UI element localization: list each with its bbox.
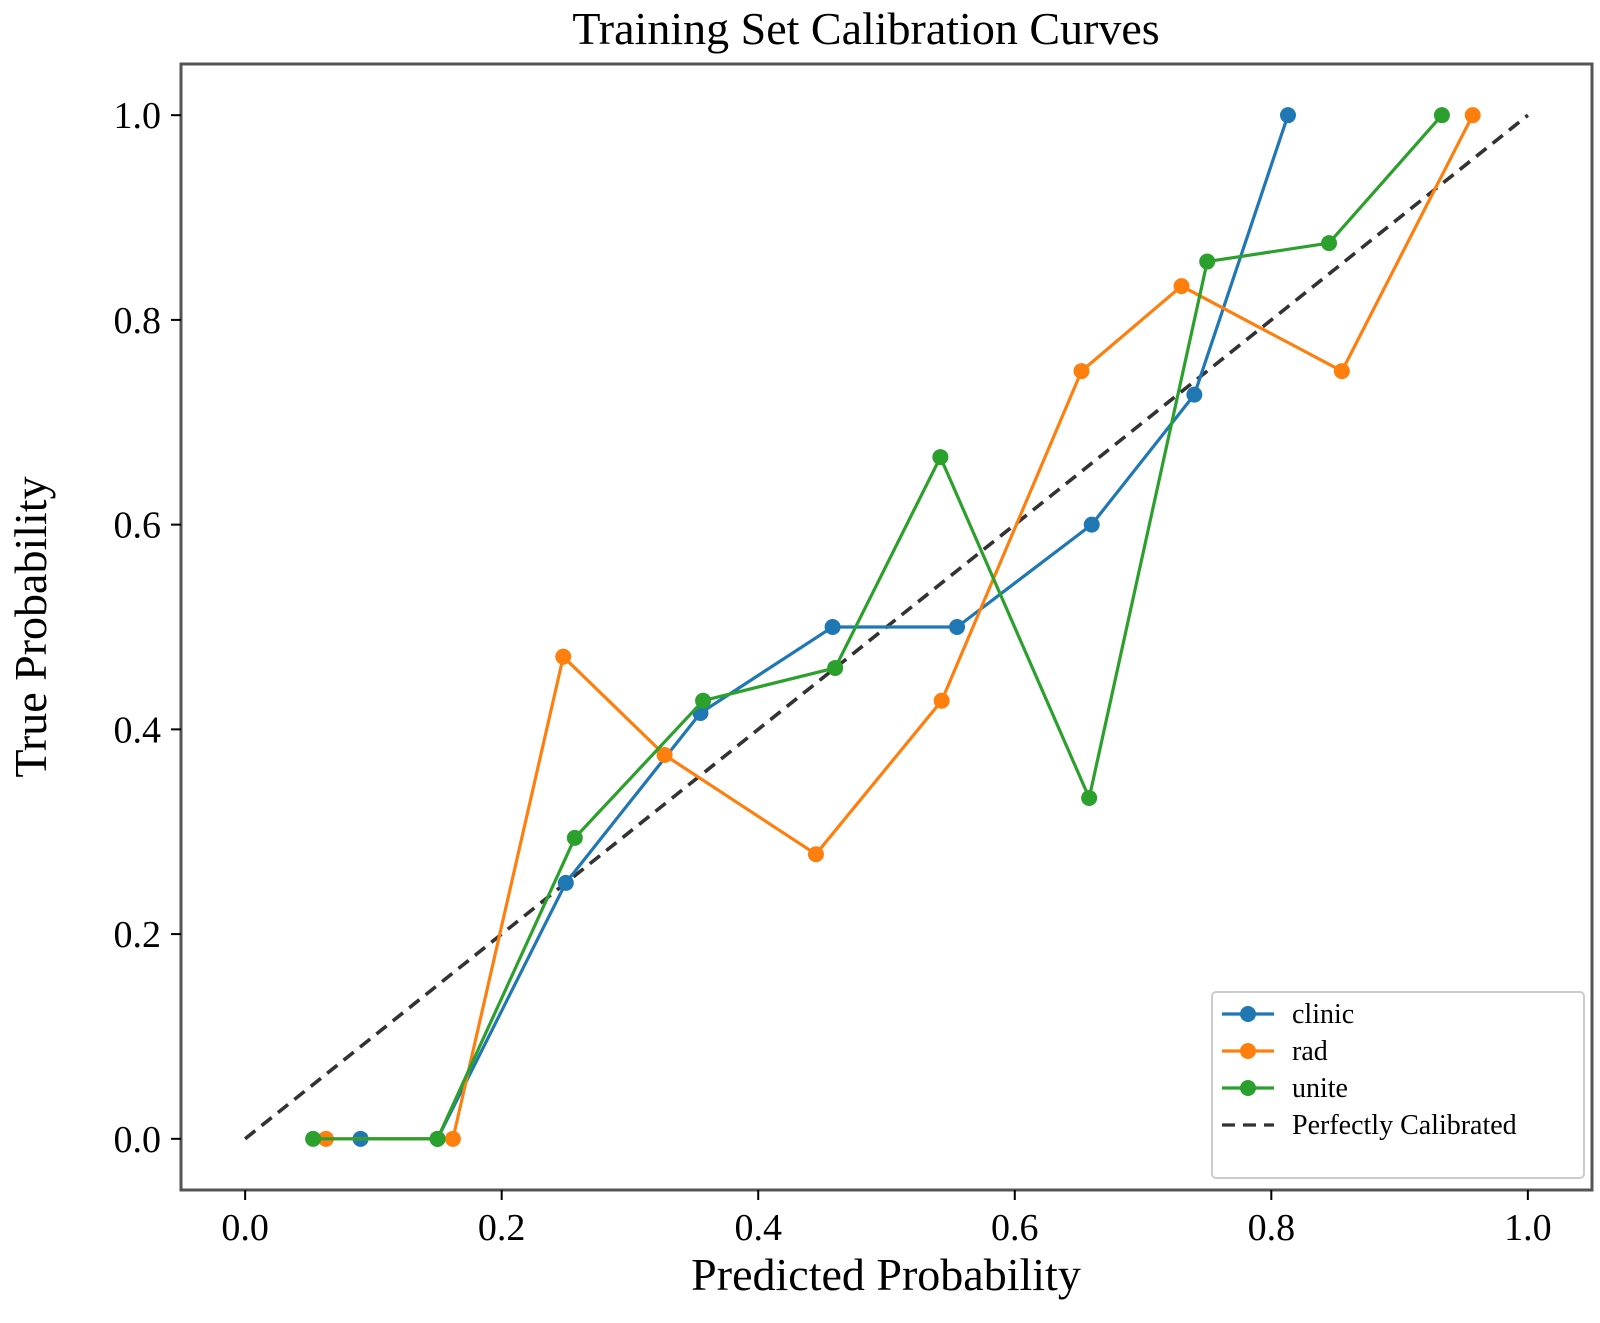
data-point-rad xyxy=(444,1130,461,1147)
y-tick-label: 1.0 xyxy=(114,95,162,137)
legend: clinic rad unite Perfectly Calibrated xyxy=(1211,991,1585,1179)
data-point-clinic xyxy=(1083,516,1100,533)
x-axis-title: Predicted Probability xyxy=(691,1249,1081,1300)
chart-title: Training Set Calibration Curves xyxy=(572,3,1159,54)
legend-label-rad: rad xyxy=(1292,1036,1328,1067)
plot-area xyxy=(243,107,1530,1147)
x-tick-label: 0.0 xyxy=(221,1207,269,1249)
x-tick-label: 0.8 xyxy=(1248,1207,1296,1249)
data-point-clinic xyxy=(949,619,966,635)
data-point-unite xyxy=(429,1130,446,1147)
data-point-rad xyxy=(933,692,950,709)
y-tick-label: 0.8 xyxy=(114,300,162,342)
legend-box xyxy=(1211,991,1585,1179)
x-tick-label: 0.6 xyxy=(991,1207,1039,1249)
data-point-unite xyxy=(305,1130,322,1147)
data-point-rad xyxy=(1073,363,1090,380)
plot-frame xyxy=(179,62,1594,1192)
data-point-rad xyxy=(807,846,824,863)
y-tick-label: 0.4 xyxy=(114,709,162,751)
data-point-rad xyxy=(555,648,572,665)
data-point-rad xyxy=(1173,278,1190,295)
data-point-clinic xyxy=(824,619,841,635)
data-point-unite xyxy=(1321,235,1338,252)
data-point-rad xyxy=(1333,363,1350,380)
data-point-unite xyxy=(1081,789,1098,806)
data-point-clinic xyxy=(1279,107,1296,124)
x-tick-label: 0.4 xyxy=(734,1207,782,1249)
data-point-unite xyxy=(932,449,949,466)
data-point-clinic xyxy=(557,874,574,891)
data-point-clinic xyxy=(1186,386,1203,403)
data-point-rad xyxy=(656,746,673,763)
data-point-unite xyxy=(566,829,583,846)
legend-marker-rad xyxy=(1240,1043,1256,1059)
data-point-unite xyxy=(827,659,844,676)
y-tick-label: 0.2 xyxy=(114,914,162,956)
series-line-rad xyxy=(325,114,1475,1141)
x-tick-label: 0.2 xyxy=(478,1207,526,1249)
legend-label-unite: unite xyxy=(1292,1073,1348,1104)
y-tick-label: 0.6 xyxy=(114,505,162,547)
legend-label-clinic: clinic xyxy=(1292,999,1354,1030)
legend-marker-unite xyxy=(1240,1080,1256,1096)
data-point-unite xyxy=(695,692,712,709)
series-line-clinic xyxy=(360,114,1290,1141)
series-line-unite xyxy=(313,114,1444,1141)
x-axis: 0.0 0.2 0.4 0.6 0.8 1.0 xyxy=(221,1190,1552,1249)
data-point-rad xyxy=(1464,107,1481,124)
y-axis: 0.0 0.2 0.4 0.6 0.8 1.0 xyxy=(114,95,181,1161)
y-tick-label: 0.0 xyxy=(114,1119,162,1161)
data-point-unite xyxy=(1199,253,1216,270)
legend-marker-clinic xyxy=(1240,1006,1256,1022)
y-axis-title: True Probability xyxy=(5,476,56,777)
x-tick-label: 1.0 xyxy=(1504,1207,1552,1249)
legend-label-perfectly-calibrated: Perfectly Calibrated xyxy=(1292,1110,1517,1141)
data-point-unite xyxy=(1433,107,1450,124)
